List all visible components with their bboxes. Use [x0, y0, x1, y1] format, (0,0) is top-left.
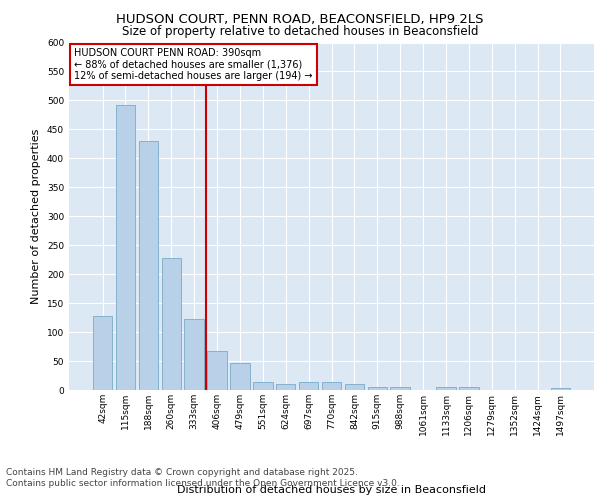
Bar	[551, 388, 570, 390]
Bar	[276, 384, 295, 390]
Bar	[93, 316, 112, 390]
Bar	[344, 384, 364, 390]
Text: HUDSON COURT PENN ROAD: 390sqm
← 88% of detached houses are smaller (1,376)
12% : HUDSON COURT PENN ROAD: 390sqm ← 88% of …	[74, 48, 313, 81]
Bar	[368, 386, 387, 390]
Text: HUDSON COURT, PENN ROAD, BEACONSFIELD, HP9 2LS: HUDSON COURT, PENN ROAD, BEACONSFIELD, H…	[116, 12, 484, 26]
Bar	[161, 258, 181, 390]
Bar	[436, 387, 455, 390]
Bar	[253, 382, 272, 390]
Bar	[391, 386, 410, 390]
Bar	[116, 105, 135, 390]
Text: Size of property relative to detached houses in Beaconsfield: Size of property relative to detached ho…	[122, 25, 478, 38]
Bar	[299, 382, 319, 390]
Bar	[230, 364, 250, 390]
Y-axis label: Number of detached properties: Number of detached properties	[31, 128, 41, 304]
Text: Contains HM Land Registry data © Crown copyright and database right 2025.
Contai: Contains HM Land Registry data © Crown c…	[6, 468, 400, 487]
Bar	[184, 319, 204, 390]
Bar	[322, 382, 341, 390]
Bar	[139, 141, 158, 390]
Bar	[459, 387, 479, 390]
Bar	[208, 351, 227, 390]
X-axis label: Distribution of detached houses by size in Beaconsfield: Distribution of detached houses by size …	[177, 485, 486, 495]
